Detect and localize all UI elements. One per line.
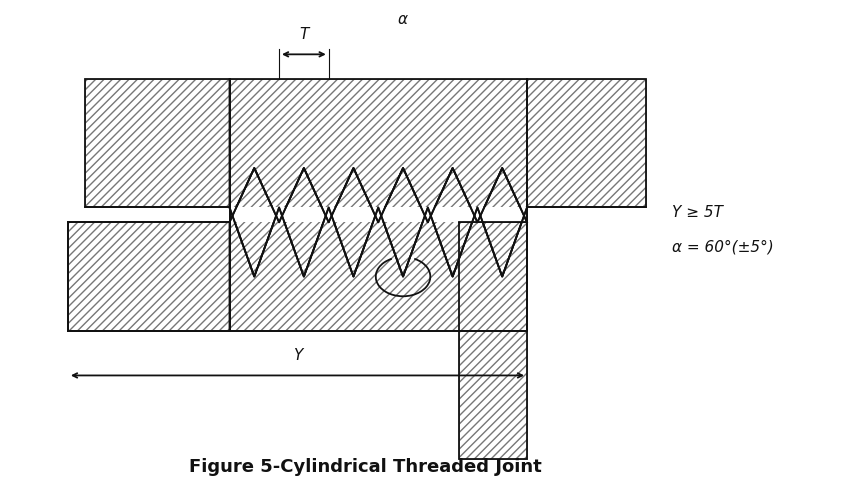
Polygon shape (527, 79, 646, 207)
Text: α = 60°(±5°): α = 60°(±5°) (672, 240, 774, 254)
Polygon shape (230, 79, 527, 277)
Polygon shape (85, 79, 230, 207)
Polygon shape (230, 168, 527, 331)
Text: Figure 5-Cylindrical Threaded Joint: Figure 5-Cylindrical Threaded Joint (189, 458, 542, 476)
Text: Y ≥ 5T: Y ≥ 5T (672, 205, 722, 220)
Text: Y: Y (292, 348, 303, 363)
Text: T: T (299, 27, 309, 42)
Polygon shape (459, 222, 527, 459)
Polygon shape (230, 207, 527, 222)
Polygon shape (68, 222, 230, 331)
Text: α: α (398, 12, 408, 27)
